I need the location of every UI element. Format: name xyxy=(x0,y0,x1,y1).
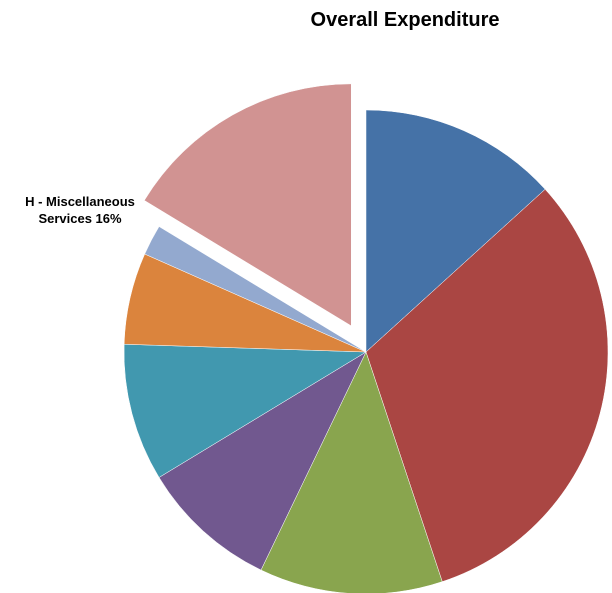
pie-slice-4 xyxy=(158,351,367,571)
slice-label-line: Services 16% xyxy=(38,211,122,226)
pie-slice-2 xyxy=(365,188,609,582)
chart-title: Overall Expenditure xyxy=(311,9,500,31)
slice-label-line: H - Miscellaneous xyxy=(25,194,135,209)
pie-slice-1 xyxy=(365,109,546,353)
pie-slice-8 xyxy=(143,83,352,327)
pie-slice-5 xyxy=(123,343,367,478)
slice-label-8: H - Miscellaneous Services 16% xyxy=(25,194,135,226)
pie-slices xyxy=(123,83,609,593)
pie-labels: H - Miscellaneous Services 16% xyxy=(25,194,135,226)
pie-slice-7 xyxy=(144,226,367,353)
pie-slice-3 xyxy=(260,351,443,593)
